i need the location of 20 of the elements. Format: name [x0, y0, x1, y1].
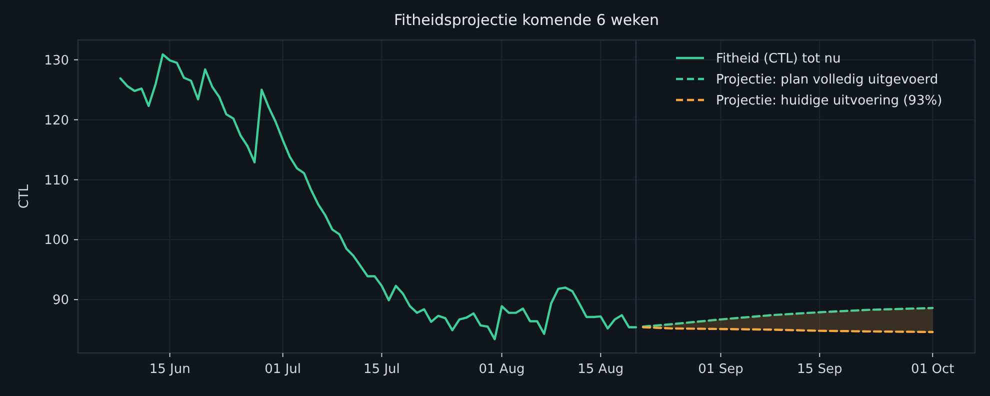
chart-title: Fitheidsprojectie komende 6 weken: [394, 11, 659, 29]
x-tick-label: 01 Sep: [698, 362, 744, 377]
legend-label: Projectie: plan volledig uitgevoerd: [716, 72, 938, 88]
y-tick-label: 130: [44, 53, 69, 68]
x-tick-label: 01 Jul: [264, 362, 302, 377]
y-tick-label: 120: [44, 113, 69, 128]
x-tick-label: 01 Aug: [478, 362, 525, 377]
line-series: [119, 53, 638, 340]
legend-label: Fitheid (CTL) tot nu: [716, 52, 841, 67]
x-tick-label: 15 Sep: [797, 362, 842, 377]
y-axis-title: CTL: [17, 184, 32, 209]
y-tick-label: 90: [52, 293, 69, 308]
legend-label: Projectie: huidige uitvoering (93%): [716, 94, 942, 109]
x-tick-label: 01 Oct: [911, 362, 954, 377]
line-series: [642, 306, 934, 328]
y-tick-label: 110: [44, 173, 69, 188]
x-tick-label: 15 Aug: [578, 362, 624, 377]
y-tick-label: 100: [44, 233, 69, 248]
x-tick-label: 15 Jul: [364, 362, 400, 377]
x-tick-label: 15 Jun: [149, 362, 190, 377]
